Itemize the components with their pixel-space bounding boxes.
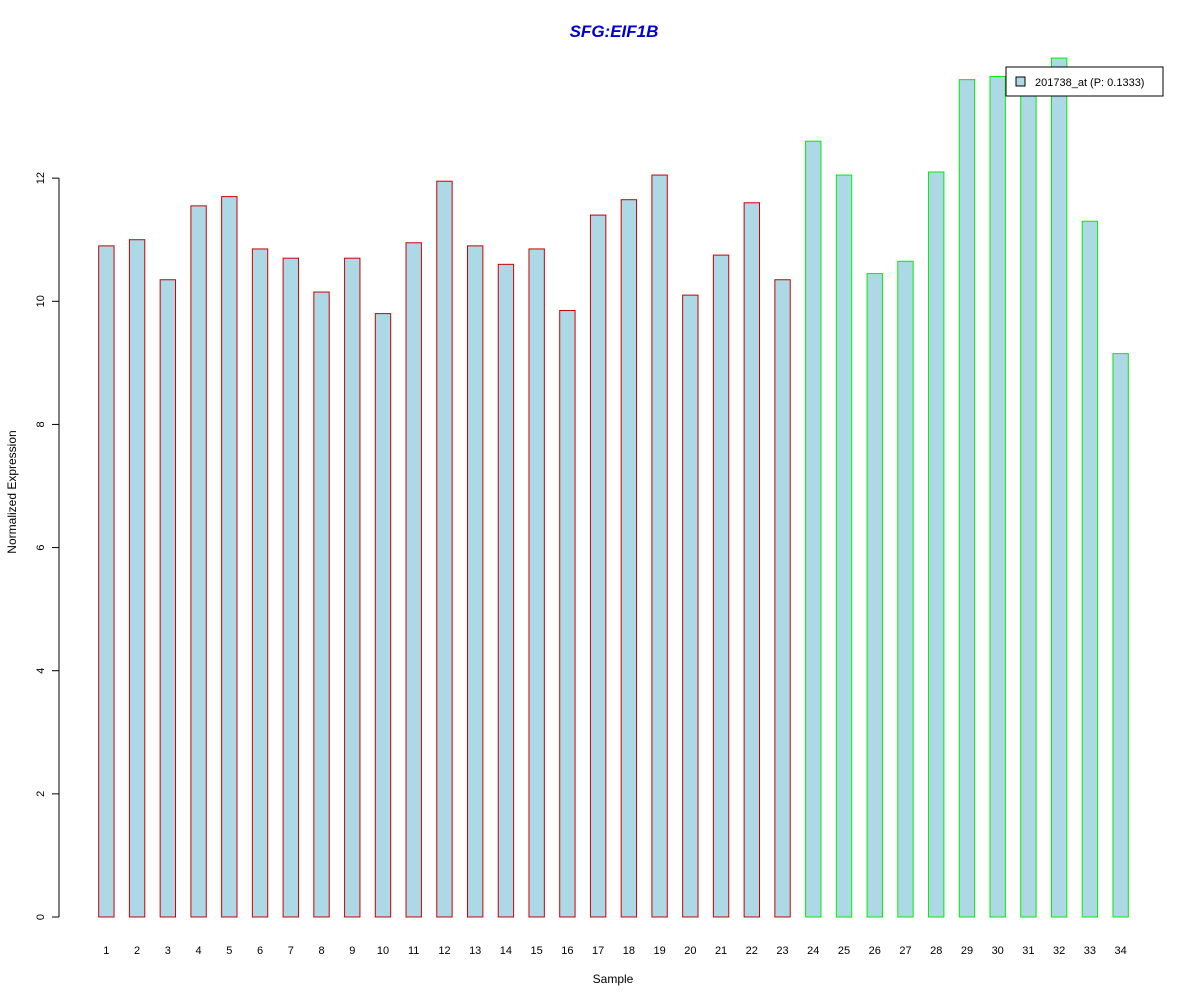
y-axis-label: Normalized Expression (5, 430, 19, 553)
chart-title: SFG:EIF1B (570, 22, 659, 41)
x-tick-label: 32 (1053, 945, 1065, 957)
bar-sample-4 (190, 205, 207, 918)
x-tick-label: 31 (1022, 945, 1034, 957)
x-tick-label: 2 (134, 945, 140, 957)
bar-sample-21 (712, 254, 730, 918)
bar-sample-15 (528, 248, 545, 918)
bar-sample-7 (282, 257, 299, 918)
x-tick-label: 20 (684, 945, 696, 957)
bar-sample-19 (651, 174, 668, 918)
y-tick-label: 12 (35, 172, 47, 184)
x-tick-label: 26 (869, 945, 881, 957)
x-tick-label: 17 (592, 945, 604, 957)
y-tick-label: 6 (35, 545, 47, 551)
bar-sample-32 (1050, 57, 1068, 918)
x-tick-label: 14 (500, 945, 512, 957)
x-tick-label: 28 (930, 945, 942, 957)
x-tick-label: 5 (226, 945, 232, 957)
x-tick-label: 30 (992, 945, 1004, 957)
bar-sample-8 (313, 291, 330, 918)
bar-sample-2 (128, 239, 146, 918)
y-tick-label: 0 (35, 914, 47, 920)
bar-sample-31 (1020, 76, 1037, 918)
bar-sample-11 (405, 242, 422, 918)
x-tick-label: 13 (469, 945, 481, 957)
x-tick-label: 9 (349, 945, 355, 957)
bar-sample-34 (1112, 353, 1129, 918)
bars-group (98, 57, 1129, 918)
bar-sample-14 (497, 263, 515, 918)
bar-sample-1 (98, 245, 115, 918)
x-tick-label: 23 (776, 945, 788, 957)
y-tick-label: 2 (35, 791, 47, 797)
legend-label: 201738_at (P: 0.1333) (1035, 77, 1144, 89)
bar-sample-16 (559, 310, 576, 918)
x-tick-label: 1 (103, 945, 109, 957)
x-tick-label: 29 (961, 945, 973, 957)
x-tick-label: 18 (623, 945, 635, 957)
bar-sample-29 (958, 79, 976, 918)
x-tick-label: 8 (318, 945, 324, 957)
x-tick-label: 24 (807, 945, 819, 957)
x-axis-label: Sample (593, 972, 634, 986)
bar-sample-30 (989, 76, 1006, 918)
x-tick-label: 12 (438, 945, 450, 957)
bar-sample-9 (344, 257, 361, 918)
bar-sample-25 (835, 174, 853, 918)
x-tick-label: 7 (288, 945, 294, 957)
x-tick-label: 25 (838, 945, 850, 957)
x-tick-label: 19 (653, 945, 665, 957)
bar-sample-10 (374, 313, 392, 918)
bar-sample-17 (589, 214, 607, 918)
x-tick-label: 6 (257, 945, 263, 957)
y-tick-label: 8 (35, 421, 47, 427)
x-tick-label: 4 (196, 945, 202, 957)
bar-sample-26 (866, 273, 883, 918)
bar-sample-5 (221, 196, 238, 918)
bar-sample-33 (1081, 220, 1099, 918)
bar-sample-13 (467, 245, 484, 918)
x-tick-label: 22 (746, 945, 758, 957)
bar-sample-18 (620, 199, 638, 918)
y-axis: 0 2 4 6 8 10 12 (35, 172, 60, 920)
x-tick-label: 15 (531, 945, 543, 957)
bar-sample-6 (251, 248, 269, 918)
x-tick-label: 10 (377, 945, 389, 957)
x-tick-label: 34 (1115, 945, 1127, 957)
y-tick-label: 10 (35, 295, 47, 307)
x-tick-label: 16 (561, 945, 573, 957)
x-tick-label: 33 (1084, 945, 1096, 957)
bar-sample-20 (682, 294, 699, 918)
x-tick-label: 21 (715, 945, 727, 957)
legend: 201738_at (P: 0.1333) (1005, 66, 1164, 97)
legend-swatch (1015, 76, 1026, 87)
legend-box (1005, 66, 1164, 97)
bar-sample-24 (805, 140, 822, 918)
x-tick-labels: 1 2 3 4 5 6 7 8 9 10 11 12 13 14 15 16 17 18 19 20 21 22 23 24 2… (103, 945, 1126, 957)
x-tick-label: 3 (165, 945, 171, 957)
bar-sample-3 (159, 279, 177, 918)
bar-sample-12 (436, 180, 453, 918)
bar-sample-28 (928, 171, 945, 918)
x-tick-label: 27 (899, 945, 911, 957)
y-tick-label: 4 (35, 668, 47, 674)
bar-sample-23 (774, 279, 791, 918)
x-tick-label: 11 (408, 945, 419, 957)
bar-sample-27 (897, 260, 914, 918)
bar-sample-22 (743, 202, 761, 918)
